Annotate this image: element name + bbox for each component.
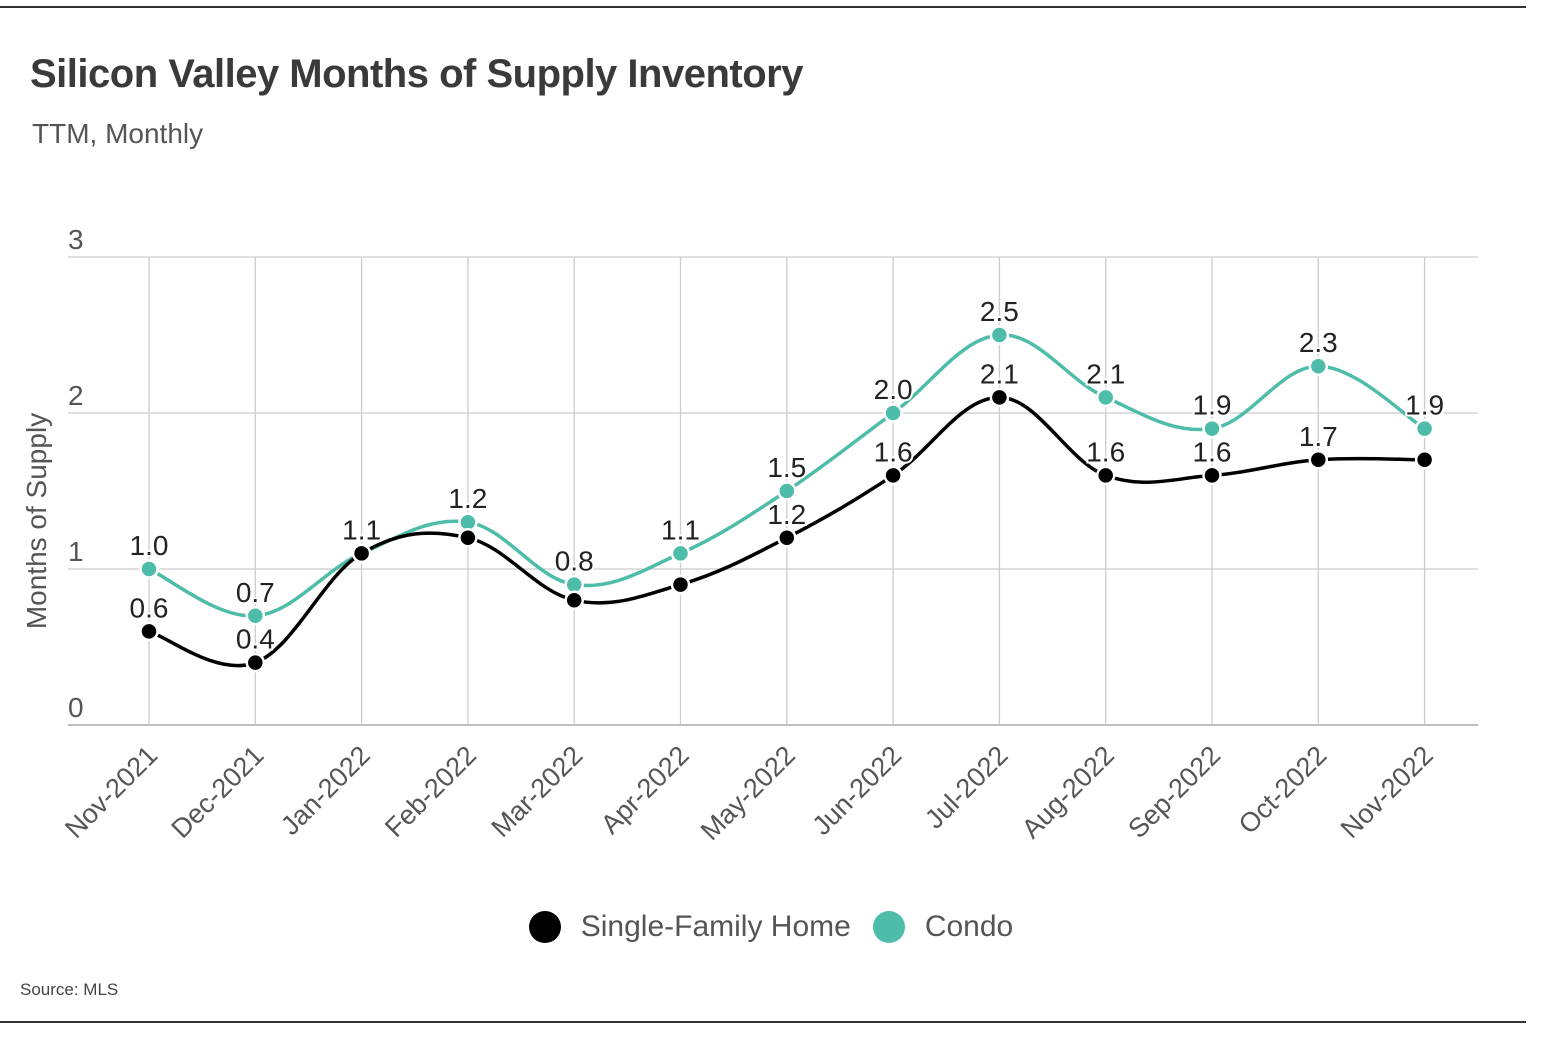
source-note: Source: MLS: [20, 980, 119, 999]
data-point-single-family-home: [139, 621, 159, 642]
data-label-condo: 1.5: [767, 452, 806, 483]
data-point-condo: [1202, 418, 1222, 439]
data-label-condo: 1.1: [342, 514, 381, 545]
data-point-single-family-home: [777, 528, 797, 548]
x-tick-label: Feb-2022: [379, 740, 482, 843]
x-tick-label: Nov-2022: [1335, 740, 1439, 844]
data-point-single-family-home: [245, 652, 266, 673]
data-point-condo: [1308, 356, 1329, 376]
data-point-condo: [989, 325, 1010, 345]
data-label-condo: 0.8: [555, 546, 594, 577]
data-label-single-family-home: 0.4: [236, 624, 275, 655]
x-tick-label: Mar-2022: [486, 740, 589, 843]
data-label-single-family-home: 1.6: [1193, 436, 1232, 467]
data-label-condo: 1.1: [661, 514, 700, 545]
y-tick-label: 3: [68, 224, 84, 255]
data-point-single-family-home: [351, 543, 372, 564]
x-tick-label: Jan-2022: [275, 740, 376, 841]
data-point-condo: [883, 403, 903, 423]
data-label-condo: 1.0: [130, 530, 169, 561]
x-tick-label: Jul-2022: [919, 740, 1013, 834]
data-label-condo: 2.0: [874, 374, 913, 405]
x-tick-label: Nov-2021: [59, 740, 163, 844]
legend-marker-condo: [872, 911, 905, 943]
y-tick-label: 0: [68, 692, 84, 723]
data-point-condo: [1414, 418, 1435, 439]
data-label-condo: 1.9: [1405, 390, 1444, 421]
data-point-condo: [670, 543, 691, 564]
data-point-condo: [777, 481, 797, 501]
data-point-single-family-home: [458, 528, 478, 548]
top-rule: [0, 6, 1526, 8]
data-point-single-family-home: [989, 387, 1010, 408]
data-point-condo: [139, 559, 159, 579]
data-label-single-family-home: 1.7: [1299, 421, 1338, 452]
chart-title: Silicon Valley Months of Supply Inventor…: [30, 52, 803, 96]
data-point-single-family-home: [564, 590, 584, 610]
legend-label-single-family: Single-Family Home: [580, 910, 851, 943]
x-tick-label: Aug-2022: [1016, 740, 1120, 844]
x-tick-label: Jun-2022: [807, 740, 908, 841]
data-label-condo: 2.5: [980, 296, 1019, 327]
data-point-condo: [1095, 387, 1116, 408]
data-label-condo: 1.9: [1193, 390, 1232, 421]
data-point-single-family-home: [1202, 465, 1222, 486]
data-label-condo: 1.2: [448, 483, 487, 514]
data-label-single-family-home: 1.6: [874, 436, 913, 467]
data-point-condo: [245, 606, 266, 626]
x-tick-label: Dec-2021: [166, 740, 270, 844]
x-tick-label: Oct-2022: [1233, 740, 1333, 840]
data-label-condo: 2.3: [1299, 327, 1338, 358]
legend: Single-Family Home Condo: [0, 910, 1542, 944]
data-label-single-family-home: 1.6: [1086, 436, 1125, 467]
data-point-single-family-home: [670, 574, 691, 595]
data-label-single-family-home: 1.2: [767, 499, 806, 530]
x-tick-label: May-2022: [695, 740, 801, 846]
x-tick-label: Apr-2022: [595, 740, 695, 840]
data-label-single-family-home: 0.6: [130, 592, 169, 623]
chart-subtitle: TTM, Monthly: [32, 118, 204, 149]
legend-item-single-family[interactable]: Single-Family Home: [528, 910, 851, 944]
legend-label-condo: Condo: [924, 910, 1014, 943]
data-point-single-family-home: [883, 465, 903, 486]
y-tick-label: 1: [68, 536, 84, 567]
data-label-single-family-home: 2.1: [980, 358, 1019, 389]
data-label-condo: 2.1: [1086, 358, 1125, 389]
data-point-single-family-home: [1095, 465, 1116, 486]
y-tick-label: 2: [68, 380, 84, 411]
data-label-condo: 0.7: [236, 577, 275, 608]
x-tick-label: Sep-2022: [1122, 740, 1226, 844]
data-point-single-family-home: [1414, 450, 1435, 470]
y-axis-title: Months of Supply: [21, 413, 52, 629]
legend-item-condo[interactable]: Condo: [872, 910, 1014, 944]
bottom-rule: [0, 1021, 1526, 1023]
legend-marker-single-family: [528, 911, 561, 943]
data-point-single-family-home: [1308, 450, 1329, 470]
